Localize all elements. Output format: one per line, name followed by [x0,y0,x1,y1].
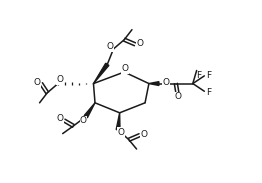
Text: O: O [136,39,143,48]
Text: O: O [80,116,87,125]
Text: F: F [206,71,211,80]
Text: O: O [56,115,63,124]
Polygon shape [149,82,159,85]
Text: O: O [106,42,113,51]
Text: O: O [122,64,129,73]
Text: O: O [162,78,169,87]
Polygon shape [94,63,109,84]
Text: O: O [141,130,148,139]
Polygon shape [84,103,95,118]
Text: O: O [175,92,182,101]
Text: O: O [118,128,125,137]
Text: F: F [196,71,201,80]
Polygon shape [116,113,120,130]
Text: O: O [34,78,41,87]
Text: F: F [206,87,211,96]
Text: O: O [56,75,63,84]
